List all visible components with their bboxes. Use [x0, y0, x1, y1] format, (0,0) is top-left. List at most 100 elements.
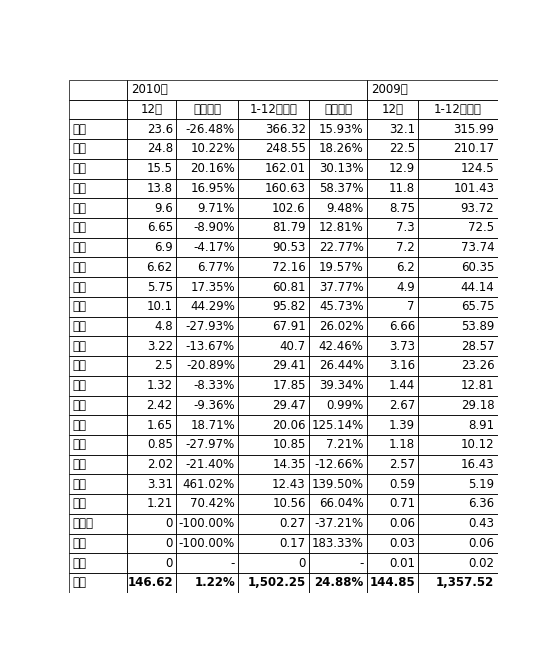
Bar	[419, 218, 498, 238]
Bar	[309, 336, 367, 356]
Text: 2010年: 2010年	[131, 83, 168, 97]
Bar	[367, 396, 419, 415]
Text: 29.18: 29.18	[461, 399, 494, 412]
Text: 山西: 山西	[72, 241, 87, 254]
Bar	[367, 316, 419, 336]
Bar	[419, 455, 498, 474]
Bar	[176, 218, 238, 238]
Text: 29.47: 29.47	[272, 399, 306, 412]
Bar	[367, 573, 419, 593]
Text: 93.72: 93.72	[461, 202, 494, 214]
Text: 3.73: 3.73	[389, 340, 415, 353]
Bar	[419, 415, 498, 435]
Text: 14.35: 14.35	[272, 458, 306, 471]
Text: 1.65: 1.65	[147, 419, 173, 432]
Text: 30.13%: 30.13%	[319, 163, 363, 175]
Text: 6.77%: 6.77%	[197, 261, 235, 274]
Text: 0.27: 0.27	[280, 517, 306, 530]
Bar	[69, 415, 127, 435]
Text: 6.62: 6.62	[147, 261, 173, 274]
Text: 66.04%: 66.04%	[319, 498, 363, 510]
Bar	[238, 376, 309, 396]
Bar	[176, 277, 238, 297]
Text: 144.85: 144.85	[369, 576, 415, 589]
Text: 2.57: 2.57	[389, 458, 415, 471]
Bar	[69, 356, 127, 376]
Text: 26.02%: 26.02%	[319, 320, 363, 333]
Bar	[309, 435, 367, 455]
Bar	[238, 336, 309, 356]
Bar	[127, 100, 176, 119]
Bar	[238, 553, 309, 573]
Bar	[127, 553, 176, 573]
Text: -37.21%: -37.21%	[315, 517, 363, 530]
Bar	[419, 316, 498, 336]
Bar	[69, 119, 127, 139]
Text: 16.95%: 16.95%	[190, 182, 235, 195]
Text: -21.40%: -21.40%	[186, 458, 235, 471]
Text: 0.02: 0.02	[468, 557, 494, 569]
Text: -20.89%: -20.89%	[186, 360, 235, 372]
Text: 101.43: 101.43	[453, 182, 494, 195]
Text: 18.71%: 18.71%	[190, 419, 235, 432]
Text: 当月同比: 当月同比	[194, 103, 221, 116]
Text: 17.85: 17.85	[272, 379, 306, 392]
Text: 160.63: 160.63	[265, 182, 306, 195]
Bar	[238, 100, 309, 119]
Bar	[69, 238, 127, 258]
Text: 12.81%: 12.81%	[319, 221, 363, 234]
Text: 4.9: 4.9	[397, 280, 415, 294]
Text: 5.19: 5.19	[468, 478, 494, 491]
Text: 0.06: 0.06	[389, 517, 415, 530]
Bar	[176, 336, 238, 356]
Bar	[309, 297, 367, 316]
Bar	[419, 100, 498, 119]
Text: 6.9: 6.9	[154, 241, 173, 254]
Text: 0: 0	[165, 517, 173, 530]
Bar	[309, 258, 367, 277]
Text: 3.22: 3.22	[147, 340, 173, 353]
Text: 24.88%: 24.88%	[314, 576, 363, 589]
Text: 10.22%: 10.22%	[190, 143, 235, 155]
Text: 125.14%: 125.14%	[311, 419, 363, 432]
Bar	[69, 258, 127, 277]
Bar	[367, 376, 419, 396]
Text: -: -	[359, 557, 363, 569]
Bar	[419, 474, 498, 494]
Bar	[69, 178, 127, 198]
Bar	[238, 316, 309, 336]
Text: 81.79: 81.79	[272, 221, 306, 234]
Text: 江苏: 江苏	[72, 438, 87, 452]
Text: 24.8: 24.8	[147, 143, 173, 155]
Text: 366.32: 366.32	[265, 123, 306, 136]
Bar	[127, 336, 176, 356]
Text: 40.7: 40.7	[280, 340, 306, 353]
Text: -27.97%: -27.97%	[186, 438, 235, 452]
Bar	[69, 376, 127, 396]
Text: 3.31: 3.31	[147, 478, 173, 491]
Bar	[309, 573, 367, 593]
Text: 22.5: 22.5	[389, 143, 415, 155]
Text: 162.01: 162.01	[264, 163, 306, 175]
Bar	[127, 455, 176, 474]
Bar	[367, 514, 419, 533]
Bar	[238, 533, 309, 553]
Bar	[176, 455, 238, 474]
Bar	[419, 376, 498, 396]
Bar	[367, 435, 419, 455]
Bar	[309, 277, 367, 297]
Text: 16.43: 16.43	[461, 458, 494, 471]
Bar	[176, 474, 238, 494]
Text: 10.85: 10.85	[272, 438, 306, 452]
Bar	[238, 238, 309, 258]
Text: 1.39: 1.39	[389, 419, 415, 432]
Text: 2009年: 2009年	[371, 83, 408, 97]
Bar	[367, 178, 419, 198]
Bar	[309, 553, 367, 573]
Bar	[367, 238, 419, 258]
Text: 60.35: 60.35	[461, 261, 494, 274]
Bar	[127, 474, 176, 494]
Text: 8.75: 8.75	[389, 202, 415, 214]
Bar	[127, 159, 176, 178]
Text: 0.06: 0.06	[468, 537, 494, 550]
